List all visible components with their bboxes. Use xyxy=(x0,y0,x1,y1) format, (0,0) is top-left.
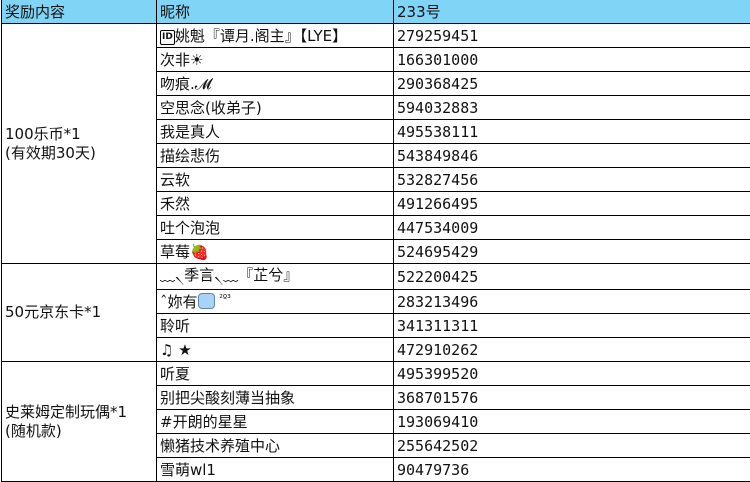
id-cell[interactable]: 495399520 xyxy=(394,362,750,386)
reward-cell[interactable]: 史莱姆定制玩偶*1(随机款) xyxy=(2,362,157,482)
nickname-text: 空思念(收弟子) xyxy=(160,99,262,117)
nickname-text: 姚魁『谭月.阁主』【LYE】 xyxy=(175,27,347,45)
nickname-cell[interactable]: 聆听 xyxy=(157,314,394,338)
id-cell[interactable]: 90479736 xyxy=(394,458,750,482)
id-cell[interactable]: 522200425 xyxy=(394,264,750,290)
id-cell[interactable]: 594032883 xyxy=(394,96,750,120)
nickname-text: 我是真人 xyxy=(160,123,220,141)
nickname-text: #开朗的星星 xyxy=(160,413,248,431)
nickname-cell[interactable]: ﹏৲季言৲﹏『芷兮』 xyxy=(157,264,394,290)
nickname-text: 草莓🍓 xyxy=(160,243,209,261)
id-cell[interactable]: 341311311 xyxy=(394,314,750,338)
id-cell[interactable]: 283213496 xyxy=(394,290,750,314)
header-row: 奖励内容 昵称 233号 xyxy=(2,0,750,24)
nickname-text: ﹏৲季言৲﹏『芷兮』 xyxy=(160,266,298,284)
nickname-cell[interactable]: 描绘悲伤 xyxy=(157,144,394,168)
id-cell[interactable]: 290368425 xyxy=(394,72,750,96)
header-id[interactable]: 233号 xyxy=(394,0,750,24)
nickname-cell[interactable]: 我是真人 xyxy=(157,120,394,144)
ice-cube-icon xyxy=(198,293,215,309)
nickname-cell[interactable]: 禾然 xyxy=(157,192,394,216)
id-cell[interactable]: 543849846 xyxy=(394,144,750,168)
nickname-text: ♫ ★ xyxy=(160,341,192,359)
nickname-cell[interactable]: 吐个泡泡 xyxy=(157,216,394,240)
id-cell[interactable]: 447534009 xyxy=(394,216,750,240)
nickname-text: 雪萌wl1 xyxy=(160,461,216,479)
id-cell[interactable]: 279259451 xyxy=(394,24,750,48)
nickname-text: 聆听 xyxy=(160,317,190,335)
nickname-text: 懒猪技术养殖中心 xyxy=(160,437,280,455)
nickname-text: 吐个泡泡 xyxy=(160,219,220,237)
id-cell[interactable]: 368701576 xyxy=(394,386,750,410)
nickname-cell[interactable]: 听夏 xyxy=(157,362,394,386)
reward-cell[interactable]: 50元京东卡*1 xyxy=(2,264,157,362)
nickname-text: 吻痕.𝓜 xyxy=(160,75,212,93)
nickname-suffix: ²º³ xyxy=(219,294,230,304)
header-reward[interactable]: 奖励内容 xyxy=(2,0,157,24)
nickname-cell[interactable]: 懒猪技术养殖中心 xyxy=(157,434,394,458)
nickname-cell[interactable]: 草莓🍓 xyxy=(157,240,394,264)
nickname-cell[interactable]: 吻痕.𝓜 xyxy=(157,72,394,96)
id-badge-icon: ID xyxy=(160,30,175,45)
nickname-cell[interactable]: ˆ妳有 ²º³ xyxy=(157,290,394,314)
id-cell[interactable]: 255642502 xyxy=(394,434,750,458)
nickname-text: ˆ妳有 xyxy=(160,293,198,311)
reward-name: 50元京东卡*1 xyxy=(5,303,153,322)
reward-name: 史莱姆定制玩偶*1 xyxy=(5,403,153,422)
nickname-cell[interactable]: ♫ ★ xyxy=(157,338,394,362)
table-row: 50元京东卡*1﹏৲季言৲﹏『芷兮』522200425 xyxy=(2,264,750,290)
nickname-text: 云软 xyxy=(160,171,190,189)
nickname-cell[interactable]: 别把尖酸刻薄当抽象 xyxy=(157,386,394,410)
nickname-cell[interactable]: 空思念(收弟子) xyxy=(157,96,394,120)
reward-cell[interactable]: 100乐币*1(有效期30天) xyxy=(2,24,157,264)
nickname-cell[interactable]: #开朗的星星 xyxy=(157,410,394,434)
id-cell[interactable]: 166301000 xyxy=(394,48,750,72)
reward-name: 100乐币*1 xyxy=(5,125,153,144)
nickname-cell[interactable]: 云软 xyxy=(157,168,394,192)
nickname-text: 听夏 xyxy=(160,365,190,383)
nickname-cell[interactable]: 次非☀ xyxy=(157,48,394,72)
id-cell[interactable]: 532827456 xyxy=(394,168,750,192)
nickname-cell[interactable]: 雪萌wl1 xyxy=(157,458,394,482)
nickname-text: 描绘悲伤 xyxy=(160,147,220,165)
nickname-text: 别把尖酸刻薄当抽象 xyxy=(160,389,295,407)
nickname-text: 禾然 xyxy=(160,195,190,213)
id-cell[interactable]: 472910262 xyxy=(394,338,750,362)
id-cell[interactable]: 524695429 xyxy=(394,240,750,264)
reward-note: (随机款) xyxy=(5,422,153,441)
reward-note: (有效期30天) xyxy=(5,144,153,163)
header-nickname[interactable]: 昵称 xyxy=(157,0,394,24)
id-cell[interactable]: 495538111 xyxy=(394,120,750,144)
id-cell[interactable]: 193069410 xyxy=(394,410,750,434)
nickname-text: 次非☀ xyxy=(160,51,203,69)
id-cell[interactable]: 491266495 xyxy=(394,192,750,216)
